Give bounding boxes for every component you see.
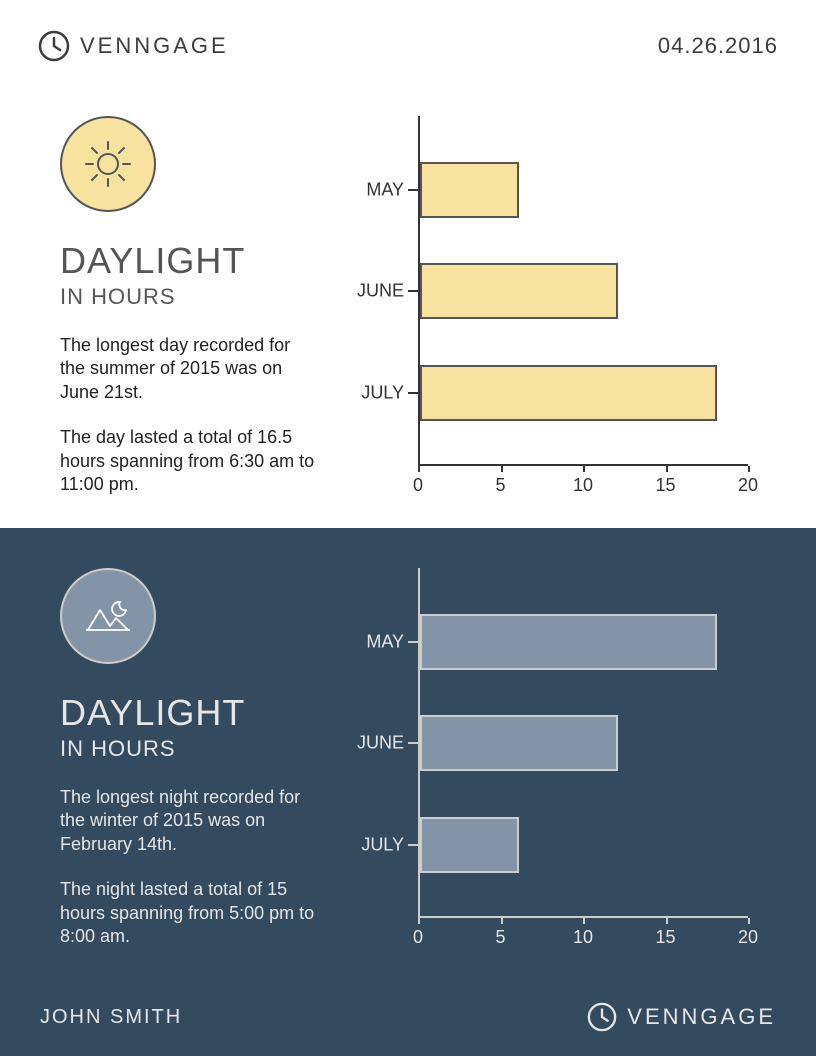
y-tick: [408, 392, 418, 394]
x-tick: [748, 466, 750, 472]
footer: JOHN SMITH VENNGAGE: [0, 978, 816, 1056]
daylight-chart: 05101520MAYJUNEJULY: [418, 116, 764, 466]
clock-icon: [587, 1002, 617, 1032]
y-tick: [408, 189, 418, 191]
brand-name: VENNGAGE: [80, 33, 229, 59]
x-tick: [501, 466, 503, 472]
night-chart: 05101520MAYJUNEJULY: [418, 568, 764, 918]
para-2: The day lasted a total of 16.5 hours spa…: [60, 426, 320, 496]
section-title: DAYLIGHT: [60, 692, 340, 734]
x-tick: [748, 918, 750, 924]
footer-brand-logo: VENNGAGE: [587, 1002, 776, 1032]
x-tick: [666, 918, 668, 924]
sun-icon: [60, 116, 156, 212]
x-tick: [501, 918, 503, 924]
y-tick: [408, 742, 418, 744]
x-tick: [666, 466, 668, 472]
bar-june: [420, 263, 618, 319]
section-title: DAYLIGHT: [60, 240, 340, 282]
bar-july: [420, 817, 519, 873]
moon-mountain-icon: [60, 568, 156, 664]
x-tick: [418, 918, 420, 924]
bar-label: JUNE: [357, 733, 404, 754]
footer-brand-name: VENNGAGE: [627, 1004, 776, 1030]
x-tick-label: 20: [738, 475, 758, 496]
x-tick-label: 0: [413, 475, 423, 496]
daylight-info: DAYLIGHT IN HOURS The longest day record…: [0, 116, 340, 528]
section-subtitle: IN HOURS: [60, 284, 340, 310]
date: 04.26.2016: [658, 33, 778, 59]
para-1: The longest night recorded for the winte…: [60, 786, 320, 856]
section-subtitle: IN HOURS: [60, 736, 340, 762]
bar-july: [420, 365, 717, 421]
x-tick-label: 20: [738, 927, 758, 948]
para-1: The longest day recorded for the summer …: [60, 334, 320, 404]
x-tick-label: 5: [495, 475, 505, 496]
header: VENNGAGE 04.26.2016: [38, 30, 778, 62]
x-tick-label: 10: [573, 927, 593, 948]
y-tick: [408, 641, 418, 643]
daylight-section: DAYLIGHT IN HOURS The longest day record…: [0, 116, 816, 528]
x-tick-label: 15: [655, 475, 675, 496]
bar-label: JULY: [361, 834, 404, 855]
bar-may: [420, 162, 519, 218]
x-tick-label: 5: [495, 927, 505, 948]
bar-label: JUNE: [357, 281, 404, 302]
x-tick: [583, 918, 585, 924]
x-tick: [418, 466, 420, 472]
x-tick: [583, 466, 585, 472]
night-info: DAYLIGHT IN HOURS The longest night reco…: [0, 528, 340, 978]
brand-logo: VENNGAGE: [38, 30, 229, 62]
bar-may: [420, 614, 717, 670]
para-2: The night lasted a total of 15 hours spa…: [60, 878, 320, 948]
y-tick: [408, 290, 418, 292]
bar-label: MAY: [366, 631, 404, 652]
bar-label: JULY: [361, 382, 404, 403]
author-name: JOHN SMITH: [40, 1006, 182, 1029]
clock-icon: [38, 30, 70, 62]
night-section: DAYLIGHT IN HOURS The longest night reco…: [0, 528, 816, 978]
x-tick-label: 15: [655, 927, 675, 948]
bar-label: MAY: [366, 179, 404, 200]
bar-june: [420, 715, 618, 771]
y-tick: [408, 844, 418, 846]
x-tick-label: 0: [413, 927, 423, 948]
x-tick-label: 10: [573, 475, 593, 496]
